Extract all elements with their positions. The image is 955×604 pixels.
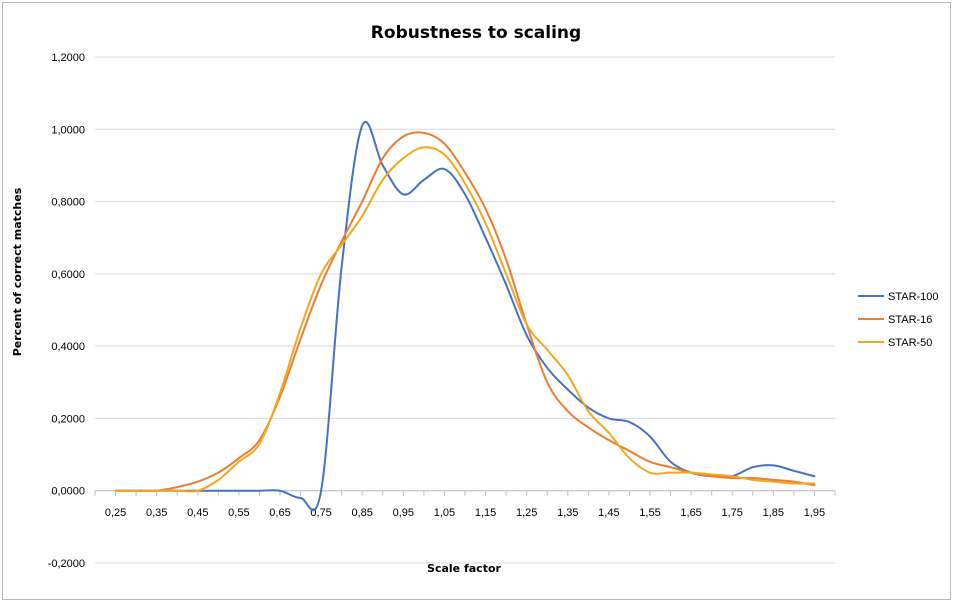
x-tick-label: 1,55 bbox=[639, 507, 660, 519]
y-axis-title: Percent of correct matches bbox=[11, 187, 24, 356]
legend-label-star-50: STAR-50 bbox=[888, 337, 932, 349]
legend: STAR-100 STAR-16 STAR-50 bbox=[858, 291, 939, 349]
x-tick-label: 0,65 bbox=[269, 507, 290, 519]
x-axis-title: Scale factor bbox=[427, 562, 501, 575]
x-tick-label: 1,65 bbox=[680, 507, 701, 519]
series-line-star-16 bbox=[114, 131, 816, 492]
x-tick-label: 1,95 bbox=[804, 507, 825, 519]
y-tick-label: 0,0000 bbox=[51, 486, 85, 498]
legend-label-star-100: STAR-100 bbox=[888, 291, 939, 303]
x-tick-label: 1,15 bbox=[475, 507, 496, 519]
y-tick-label: 0,4000 bbox=[51, 341, 85, 353]
series-line-star-50 bbox=[114, 146, 816, 493]
x-tick-label: 0,55 bbox=[228, 507, 249, 519]
y-tick-label: 0,6000 bbox=[51, 269, 85, 281]
y-tick-label: 1,0000 bbox=[51, 124, 85, 136]
y-tick-label: -0,2000 bbox=[48, 558, 85, 570]
y-tick-label: 0,8000 bbox=[51, 197, 85, 209]
x-tick-label: 1,85 bbox=[763, 507, 784, 519]
series-lines bbox=[114, 121, 816, 512]
x-tick-label: 0,95 bbox=[393, 507, 414, 519]
chart-title: Robustness to scaling bbox=[371, 23, 581, 43]
y-axis-ticks: -0,2000 0,0000 0,2000 0,4000 0,6000 0,8000 1,0… bbox=[48, 52, 85, 570]
legend-label-star-16: STAR-16 bbox=[888, 314, 932, 326]
x-tick-label: 1,25 bbox=[516, 507, 537, 519]
x-axis-ticks: 0,25 0,35 0,45 0,55 0,65 0,75 0,85 0,95 1,05 1,15… bbox=[105, 507, 825, 519]
x-tick-label: 1,45 bbox=[598, 507, 619, 519]
x-tick-label: 1,35 bbox=[557, 507, 578, 519]
x-tick-label: 1,05 bbox=[434, 507, 455, 519]
x-tick-label: 0,25 bbox=[105, 507, 126, 519]
x-tick-label: 1,75 bbox=[722, 507, 743, 519]
series-line-star-100 bbox=[114, 121, 816, 512]
y-tick-label: 0,2000 bbox=[51, 413, 85, 425]
x-tick-label: 0,35 bbox=[146, 507, 167, 519]
x-tick-label: 0,45 bbox=[187, 507, 208, 519]
x-tick-label: 0,85 bbox=[352, 507, 373, 519]
x-tick-label: 0,75 bbox=[310, 507, 331, 519]
y-tick-label: 1,2000 bbox=[51, 52, 85, 64]
